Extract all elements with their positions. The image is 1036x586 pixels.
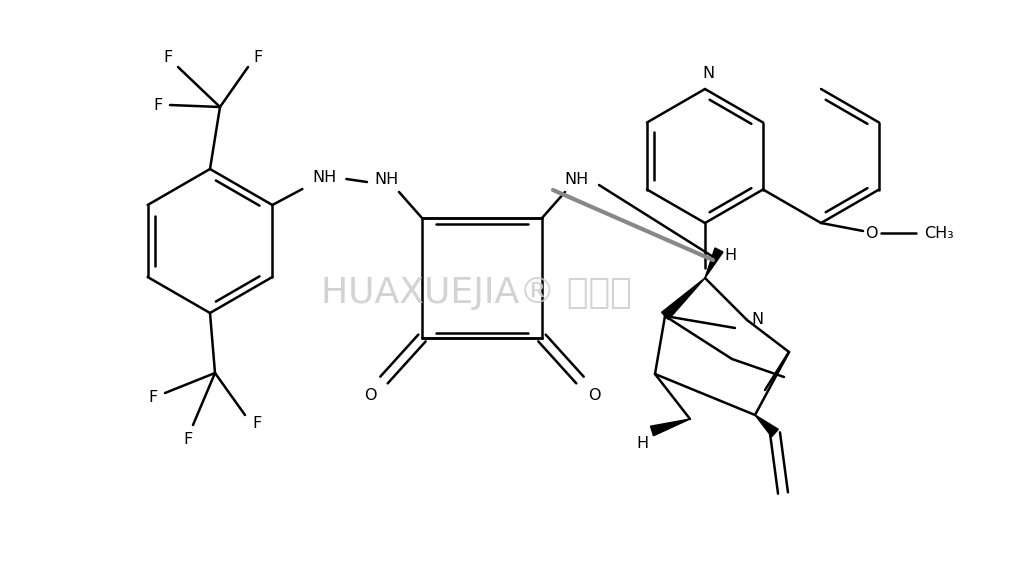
Polygon shape xyxy=(651,419,690,436)
Text: O: O xyxy=(865,226,877,240)
Text: N: N xyxy=(702,66,714,80)
Text: F: F xyxy=(254,49,262,64)
Text: H: H xyxy=(636,435,649,451)
Polygon shape xyxy=(706,248,723,278)
Text: F: F xyxy=(253,415,262,431)
Polygon shape xyxy=(662,278,706,319)
Text: O: O xyxy=(364,389,376,404)
Text: NH: NH xyxy=(565,172,589,188)
Text: CH₃: CH₃ xyxy=(924,226,954,240)
Text: F: F xyxy=(183,431,193,447)
Text: NH: NH xyxy=(312,169,337,185)
Text: O: O xyxy=(587,389,600,404)
Polygon shape xyxy=(755,415,778,437)
Text: F: F xyxy=(148,390,157,406)
Text: H: H xyxy=(724,248,736,264)
Text: F: F xyxy=(164,49,173,64)
Text: N: N xyxy=(751,312,764,328)
Text: HUAXUEJIA® 化学加: HUAXUEJIA® 化学加 xyxy=(321,276,632,310)
Text: F: F xyxy=(153,97,163,113)
Text: NH: NH xyxy=(375,172,399,188)
